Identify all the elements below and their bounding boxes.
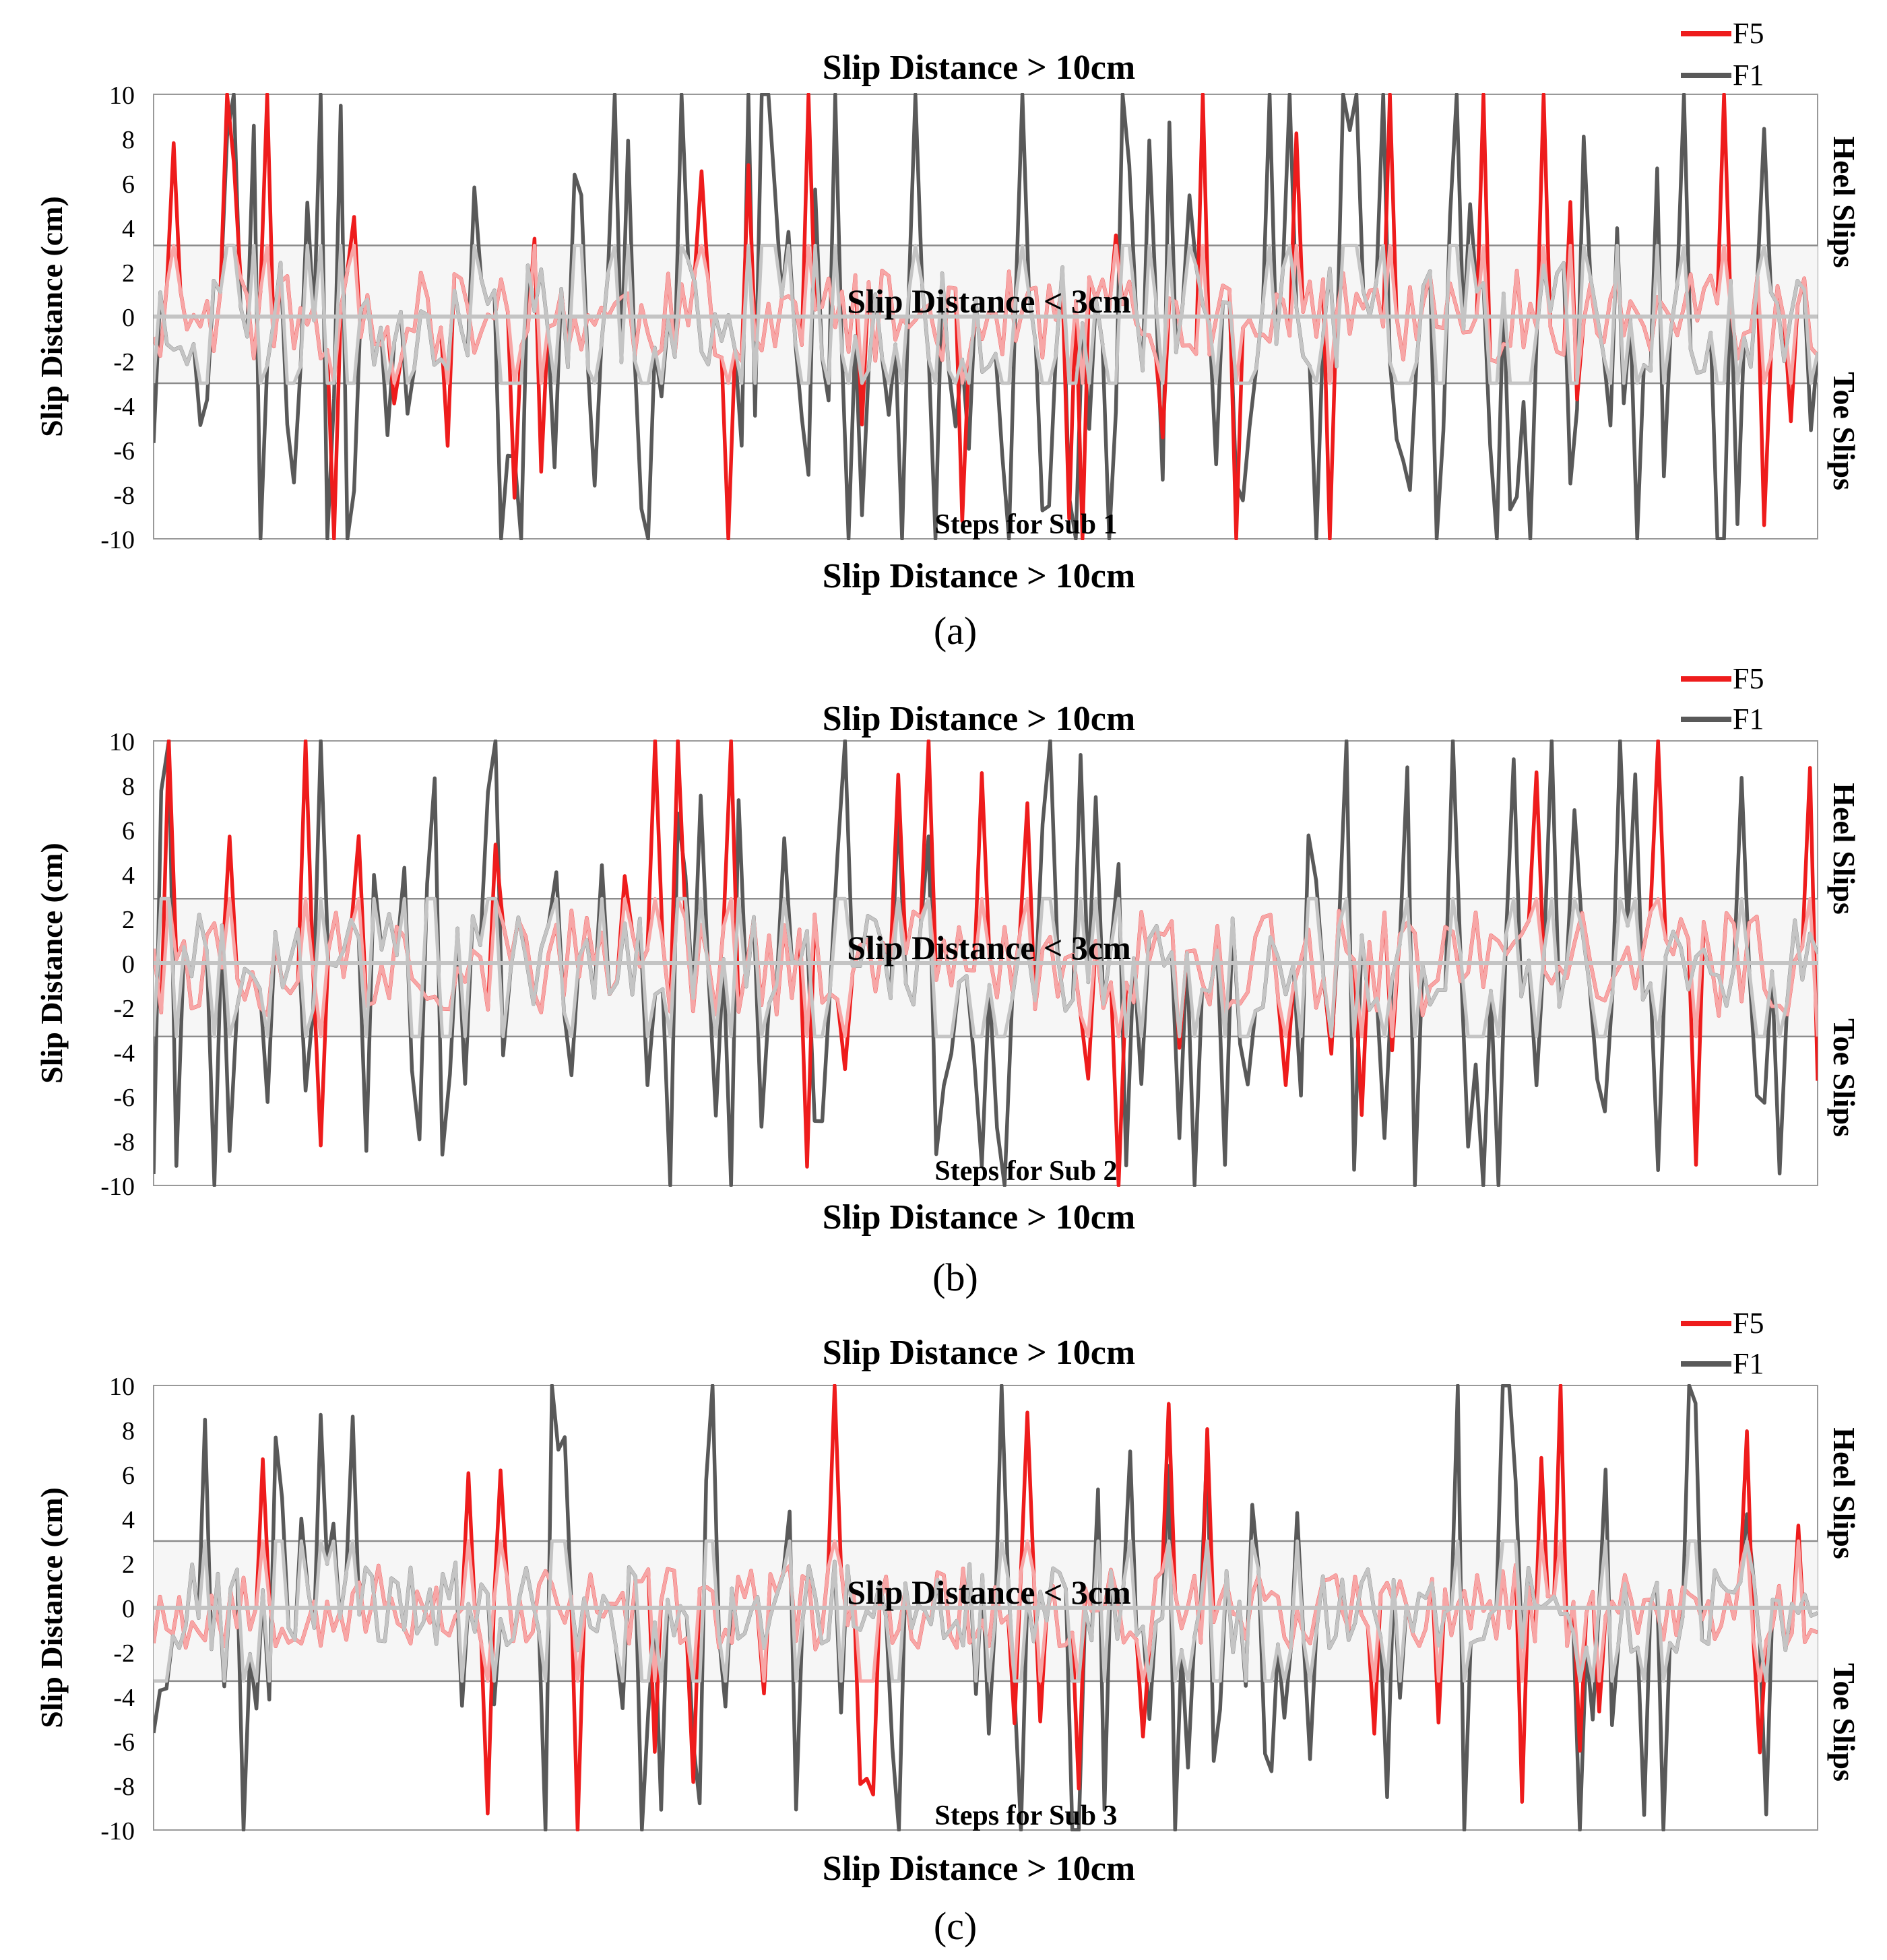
y-tick-label: -10 — [100, 1173, 135, 1201]
right-label-heel: Heel Slips — [1827, 136, 1861, 268]
y-tick-label: 4 — [122, 1506, 135, 1534]
y-tick-label: -6 — [113, 1084, 135, 1112]
legend-label-f5: F5 — [1733, 1307, 1764, 1340]
right-label-heel: Heel Slips — [1827, 1427, 1861, 1559]
y-tick-label: -2 — [113, 995, 135, 1023]
legend-label-f1: F1 — [1733, 1347, 1764, 1380]
x-axis-label: Steps for Sub 3 — [934, 1800, 1117, 1831]
y-tick-label: 4 — [122, 861, 135, 890]
y-tick-label: 10 — [109, 81, 135, 110]
y-tick-label: -2 — [113, 1639, 135, 1668]
bottom-region-label: Slip Distance > 10cm — [823, 557, 1135, 595]
y-tick-label: 6 — [122, 170, 135, 199]
y-tick-label: 8 — [122, 126, 135, 154]
y-axis-label: Slip Distance (cm) — [34, 843, 69, 1084]
y-tick-label: 2 — [122, 259, 135, 288]
y-tick-label: -8 — [113, 482, 135, 510]
series-line-f1-band — [154, 243, 1818, 385]
y-tick-label: -4 — [113, 1039, 135, 1068]
y-tick-label: -8 — [113, 1773, 135, 1801]
y-tick-label: 2 — [122, 1550, 135, 1579]
legend-label-f5: F5 — [1733, 17, 1764, 50]
top-region-label: Slip Distance > 10cm — [823, 48, 1135, 87]
y-tick-label: -10 — [100, 526, 135, 554]
y-tick-label: -10 — [100, 1817, 135, 1845]
series-line-f1-band — [154, 896, 1818, 1039]
y-tick-label: 8 — [122, 1417, 135, 1445]
y-tick-label: -4 — [113, 393, 135, 421]
panel-label: (a) — [934, 609, 977, 653]
bottom-region-label: Slip Distance > 10cm — [823, 1198, 1135, 1237]
legend-label-f1: F1 — [1733, 703, 1764, 736]
y-tick-label: 0 — [122, 950, 135, 979]
y-tick-label: 10 — [109, 1373, 135, 1401]
y-tick-label: 0 — [122, 1595, 135, 1623]
y-tick-label: -8 — [113, 1128, 135, 1156]
x-axis-label: Steps for Sub 2 — [934, 1156, 1117, 1187]
chart-panel-3: 10 8 6 4 2 0 -2 -4 -6 -8 -10 Slip Distance > 10cm Sl… — [34, 1307, 1861, 1948]
y-tick-label: 2 — [122, 906, 135, 934]
y-tick-label: 0 — [122, 304, 135, 332]
series-line-f5-band — [154, 896, 1818, 1039]
y-tick-label: 6 — [122, 1462, 135, 1490]
x-axis-label: Steps for Sub 1 — [934, 509, 1117, 540]
legend-label-f1: F1 — [1733, 59, 1764, 92]
right-label-toe: Toe Slips — [1827, 1663, 1861, 1782]
y-tick-label: -4 — [113, 1684, 135, 1712]
top-region-label: Slip Distance > 10cm — [823, 1334, 1135, 1372]
panel-label: (b) — [932, 1255, 978, 1299]
right-label-toe: Toe Slips — [1827, 1018, 1861, 1137]
y-tick-label: 4 — [122, 215, 135, 243]
y-tick-label: -2 — [113, 348, 135, 377]
band-label: Slip Distance < 3cm — [847, 282, 1131, 320]
y-tick-label: 8 — [122, 773, 135, 801]
panel-label: (c) — [934, 1904, 977, 1948]
y-tick-label: -6 — [113, 437, 135, 465]
y-tick-label: 6 — [122, 817, 135, 845]
y-tick-label: -6 — [113, 1728, 135, 1757]
top-region-label: Slip Distance > 10cm — [823, 700, 1135, 738]
chart-panel-1: 10 8 6 4 2 0 -2 -4 -6 -8 -10 Slip Distance > 10cm Sl… — [34, 17, 1861, 653]
right-label-heel: Heel Slips — [1827, 783, 1861, 915]
chart-panel-2: 10 8 6 4 2 0 -2 -4 -6 -8 -10 Slip Distance > 10cm Sl… — [34, 662, 1861, 1299]
series-line-f1 — [154, 740, 1818, 1187]
y-tick-label: 10 — [109, 728, 135, 756]
band-label: Slip Distance < 3cm — [847, 1573, 1131, 1611]
legend-label-f5: F5 — [1733, 662, 1764, 695]
band-label: Slip Distance < 3cm — [847, 929, 1131, 967]
right-label-toe: Toe Slips — [1827, 372, 1861, 490]
y-axis-label: Slip Distance (cm) — [34, 196, 69, 437]
y-axis-label: Slip Distance (cm) — [34, 1487, 69, 1728]
bottom-region-label: Slip Distance > 10cm — [823, 1850, 1135, 1888]
